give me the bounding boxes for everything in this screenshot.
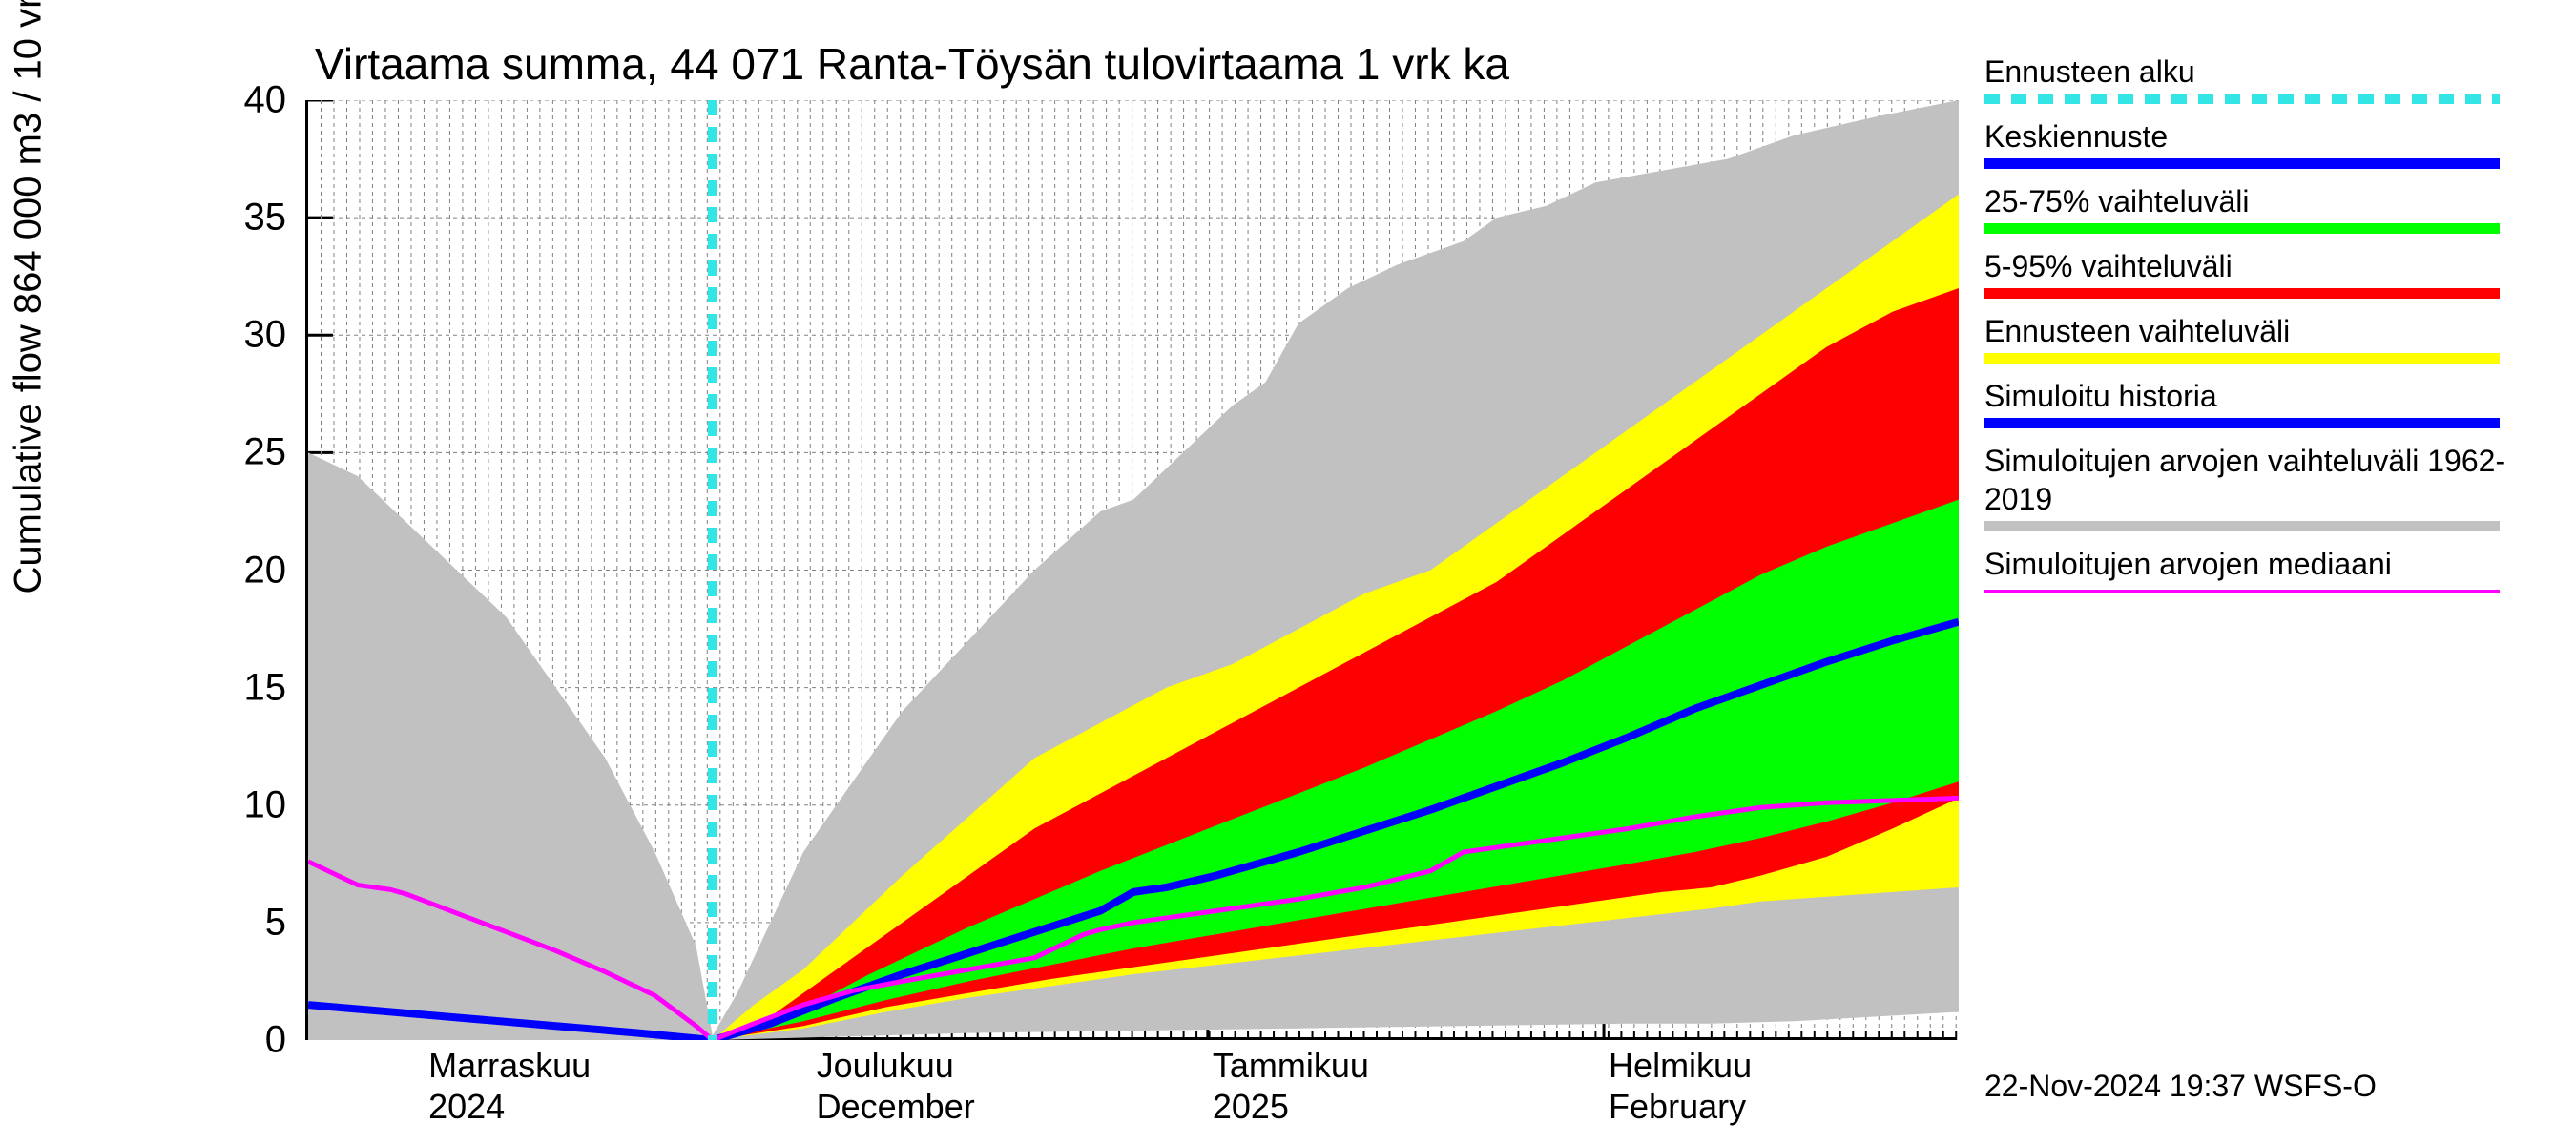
legend-item: Simuloitujen arvojen vaihteluväli 1962-2… (1984, 442, 2519, 531)
x-tick-label: JoulukuuDecember (817, 1045, 975, 1127)
legend-label: Simuloitujen arvojen mediaani (1984, 545, 2519, 583)
legend-item: Ennusteen alku (1984, 52, 2519, 104)
legend-swatch (1984, 93, 2500, 104)
legend-swatch (1984, 287, 2500, 299)
y-tick-label: 20 (0, 549, 286, 592)
legend-label: Ennusteen alku (1984, 52, 2519, 91)
x-tick-label: Marraskuu2024 (428, 1045, 591, 1127)
y-tick-label: 15 (0, 666, 286, 709)
legend-item: Keskiennuste (1984, 117, 2519, 169)
y-tick-label: 0 (0, 1019, 286, 1062)
legend-item: 5-95% vaihteluväli (1984, 247, 2519, 299)
plot-area (305, 100, 1956, 1040)
legend-label: 5-95% vaihteluväli (1984, 247, 2519, 285)
legend-item: Simuloitujen arvojen mediaani (1984, 545, 2519, 596)
legend-item: 25-75% vaihteluväli (1984, 182, 2519, 234)
chart-container: Virtaama summa, 44 071 Ranta-Töysän tulo… (0, 0, 2576, 1145)
legend-item: Ennusteen vaihteluväli (1984, 312, 2519, 364)
legend-swatch (1984, 417, 2500, 428)
legend-swatch (1984, 352, 2500, 364)
y-tick-label: 35 (0, 197, 286, 239)
legend-swatch (1984, 520, 2500, 531)
x-tick-label: HelmikuuFebruary (1609, 1045, 1752, 1127)
y-tick-label: 40 (0, 79, 286, 122)
chart-title: Virtaama summa, 44 071 Ranta-Töysän tulo… (315, 38, 1509, 90)
legend-label: Simuloitu historia (1984, 377, 2519, 415)
legend-label: Ennusteen vaihteluväli (1984, 312, 2519, 350)
x-tick-labels: Marraskuu2024 JoulukuuDecember Tammikuu202… (305, 1045, 1956, 1140)
y-tick-label: 30 (0, 314, 286, 357)
legend-label: Keskiennuste (1984, 117, 2519, 156)
legend-label: 25-75% vaihteluväli (1984, 182, 2519, 220)
footer-timestamp: 22-Nov-2024 19:37 WSFS-O (1984, 1069, 2377, 1104)
legend-swatch (1984, 222, 2500, 234)
legend-item: Simuloitu historia (1984, 377, 2519, 428)
y-tick-label: 5 (0, 901, 286, 944)
y-tick-labels: 0510152025303540 (0, 100, 296, 1040)
plot-svg (308, 100, 1959, 1040)
y-tick-label: 25 (0, 431, 286, 474)
legend: Ennusteen alku Keskiennuste 25-75% vaihtel… (1984, 52, 2519, 610)
legend-swatch (1984, 585, 2500, 596)
y-tick-label: 10 (0, 783, 286, 826)
legend-swatch (1984, 157, 2500, 169)
legend-label: Simuloitujen arvojen vaihteluväli 1962-2… (1984, 442, 2519, 518)
x-tick-label: Tammikuu2025 (1213, 1045, 1369, 1127)
